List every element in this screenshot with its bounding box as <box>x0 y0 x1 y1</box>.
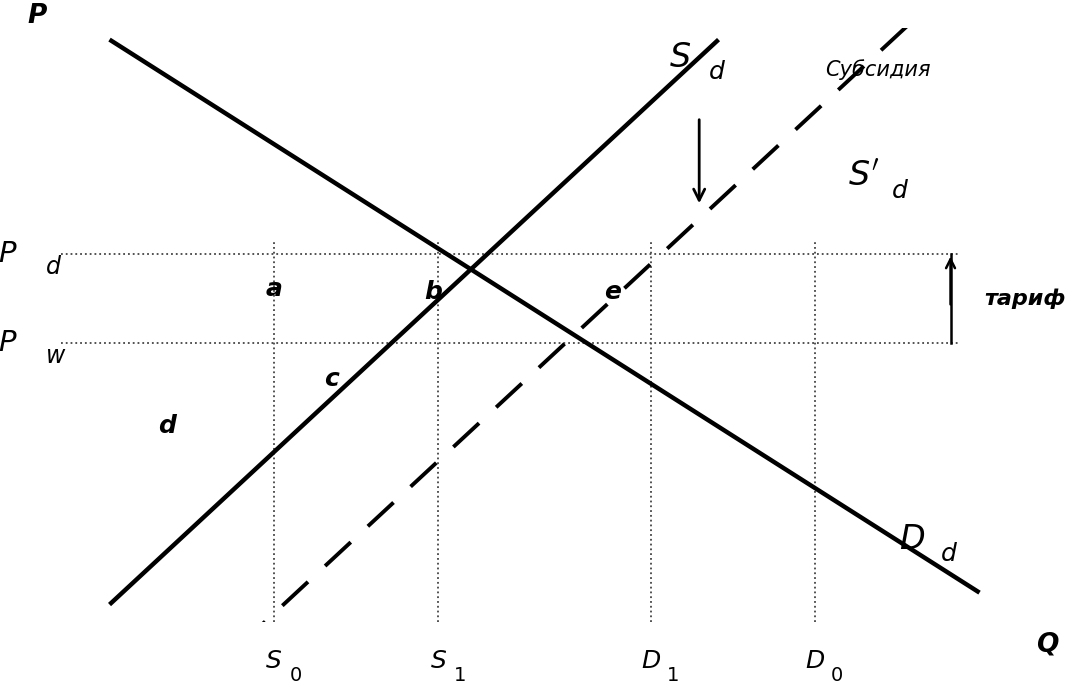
Text: $\mathbf{\mathit{D}}$: $\mathbf{\mathit{D}}$ <box>898 523 925 555</box>
Text: $\mathbf{\mathit{d}}$: $\mathbf{\mathit{d}}$ <box>939 542 958 566</box>
Text: a: a <box>266 277 282 302</box>
Text: $\mathbf{\mathit{0}}$: $\mathbf{\mathit{0}}$ <box>830 666 843 684</box>
Text: $\mathbf{\mathit{0}}$: $\mathbf{\mathit{0}}$ <box>288 666 301 684</box>
Text: $\mathbf{\mathit{P}}$: $\mathbf{\mathit{P}}$ <box>0 329 17 357</box>
Text: $\mathbf{\mathit{d}}$: $\mathbf{\mathit{d}}$ <box>891 179 909 203</box>
Text: $\mathbf{\mathit{D}}$: $\mathbf{\mathit{D}}$ <box>805 649 825 673</box>
Text: $\mathbf{\mathit{P}}$: $\mathbf{\mathit{P}}$ <box>0 239 17 267</box>
Text: $\mathbf{\mathit{D}}$: $\mathbf{\mathit{D}}$ <box>641 649 661 673</box>
Text: $\mathbf{\mathit{S}}$: $\mathbf{\mathit{S}}$ <box>429 649 447 673</box>
Text: P: P <box>27 3 46 29</box>
Text: Q: Q <box>1036 632 1059 658</box>
Text: $\mathbf{\mathit{S}}$: $\mathbf{\mathit{S}}$ <box>266 649 282 673</box>
Text: $\mathbf{\mathit{d}}$: $\mathbf{\mathit{d}}$ <box>45 254 61 279</box>
Text: b: b <box>424 280 442 304</box>
Text: $\mathbf{\mathit{1}}$: $\mathbf{\mathit{1}}$ <box>666 666 679 684</box>
Text: c: c <box>325 367 339 391</box>
Text: Субсидия: Субсидия <box>825 59 931 80</box>
Text: $\mathbf{\mathit{S}}$: $\mathbf{\mathit{S}}$ <box>669 41 691 74</box>
Text: тариф: тариф <box>985 288 1066 308</box>
Text: $\mathbf{\mathit{d}}$: $\mathbf{\mathit{d}}$ <box>708 60 725 84</box>
Text: e: e <box>604 280 621 304</box>
Text: $\mathbf{\mathit{w}}$: $\mathbf{\mathit{w}}$ <box>45 344 66 368</box>
Text: $\mathbf{\mathit{S'}}$: $\mathbf{\mathit{S'}}$ <box>848 160 879 193</box>
Text: d: d <box>158 414 176 438</box>
Text: $\mathbf{\mathit{1}}$: $\mathbf{\mathit{1}}$ <box>453 666 466 684</box>
